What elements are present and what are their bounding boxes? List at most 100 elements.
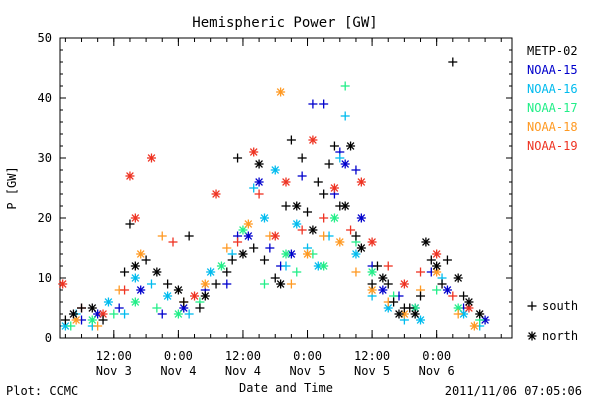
marker-stroke (330, 214, 339, 222)
marker-stroke (384, 304, 393, 312)
x-tick-label: 0:00 (293, 349, 322, 363)
marker-stroke (163, 292, 172, 300)
marker-stroke (136, 286, 145, 294)
data-point-metp-02-south (297, 153, 307, 163)
data-point-noaa-19-south (448, 291, 458, 301)
legend-item-noaa-16: NOAA-16 (527, 82, 578, 96)
marker-stroke (131, 298, 140, 306)
marker-stroke (190, 292, 199, 300)
marker-stroke (255, 178, 263, 186)
marker-stroke (276, 280, 285, 288)
marker-stroke (528, 332, 536, 340)
marker-stroke (341, 202, 350, 210)
data-point-noaa-16-north (103, 297, 113, 307)
legend-item-noaa-19: NOAA-19 (527, 139, 578, 153)
data-point-metp-02-north (378, 273, 388, 283)
data-point-noaa-19-north (125, 171, 135, 181)
legend-item-noaa-15: NOAA-15 (527, 63, 578, 77)
data-point-noaa-16-south (146, 279, 156, 289)
data-point-metp-02-north (152, 267, 162, 277)
x-tick-date-label: Nov 6 (419, 364, 455, 378)
data-point-metp-02-south (303, 207, 313, 217)
data-point-noaa-17-south (66, 321, 76, 331)
marker-stroke (341, 160, 350, 168)
data-point-noaa-19-north (130, 213, 140, 223)
data-point-noaa-18-north (469, 321, 479, 331)
marker-stroke (131, 214, 140, 222)
marker-stroke (217, 262, 226, 270)
data-point-metp-02-south (141, 255, 151, 265)
data-point-metp-02-south (459, 291, 469, 301)
data-point-metp-02-south (227, 255, 237, 265)
data-point-metp-02-south (313, 177, 323, 187)
data-point-metp-02-south (184, 231, 194, 241)
marker-stroke (411, 310, 420, 318)
plot-frame (59, 37, 513, 339)
x-tick-date-label: Nov 4 (160, 364, 196, 378)
data-point-noaa-15-north (356, 213, 366, 223)
data-point-metp-02-south (120, 267, 130, 277)
marker-stroke (400, 280, 409, 288)
data-point-noaa-16-north (206, 267, 216, 277)
data-point-metp-02-south (416, 291, 426, 301)
data-point-metp-02-south (437, 279, 447, 289)
data-point-noaa-19-south (319, 213, 329, 223)
marker-stroke (309, 136, 317, 144)
marker-stroke (357, 244, 366, 252)
data-point-noaa-18-north (136, 249, 146, 259)
data-point-noaa-16-north (351, 249, 361, 259)
marker-stroke (319, 262, 328, 270)
marker-stroke (352, 250, 360, 258)
data-point-noaa-18-south (93, 321, 103, 331)
data-point-noaa-16-north (130, 273, 140, 283)
data-point-noaa-17-south (152, 303, 162, 313)
data-point-noaa-15-south (222, 279, 232, 289)
marker-stroke (368, 268, 376, 276)
data-point-metp-02-south (195, 303, 205, 313)
data-point-metp-02-south (286, 135, 296, 145)
data-point-noaa-17-north (238, 225, 248, 235)
marker-stroke (465, 298, 473, 306)
data-point-metp-02-north (475, 309, 485, 319)
marker-stroke (368, 238, 376, 246)
legend: METP-02 NOAA-15 NOAA-16 NOAA-17 NOAA-18 NOAA-… (527, 44, 578, 343)
x-tick-label: 12:00 (225, 349, 261, 363)
data-point-noaa-19-south (383, 261, 393, 271)
data-point-metp-02-south (270, 273, 280, 283)
marker-stroke (201, 280, 210, 288)
marker-stroke (174, 310, 183, 318)
x-tick-date-label: Nov 3 (96, 364, 132, 378)
legend-marker-label-south: south (542, 299, 578, 313)
marker-stroke (206, 268, 215, 276)
data-point-metp-02-north (346, 141, 356, 151)
data-point-noaa-18-south (222, 243, 232, 253)
data-point-noaa-18-north (303, 249, 313, 259)
data-point-noaa-15-south (297, 171, 307, 181)
data-point-metp-02-south (222, 267, 232, 277)
marker-stroke (470, 322, 479, 330)
data-point-noaa-17-south (340, 81, 350, 91)
x-tick-date-label: Nov 4 (225, 364, 261, 378)
data-point-noaa-19-south (254, 189, 264, 199)
data-point-noaa-16-south (340, 111, 350, 121)
data-point-metp-02-north (173, 285, 183, 295)
footer-credit: Plot: CCMC (6, 384, 78, 398)
data-point-noaa-19-south (233, 237, 243, 247)
marker-stroke (152, 268, 161, 276)
data-point-noaa-18-south (453, 309, 463, 319)
marker-stroke (292, 202, 301, 210)
data-point-noaa-18-north (276, 87, 286, 97)
marker-stroke (346, 142, 355, 150)
marker-stroke (255, 160, 263, 168)
x-tick-label: 0:00 (422, 349, 451, 363)
data-point-noaa-16-north (270, 165, 280, 175)
data-point-metp-02-north (276, 279, 286, 289)
footer-timestamp: 2011/11/06 07:05:06 (445, 384, 582, 398)
data-point-metp-02-south (179, 297, 189, 307)
marker-stroke (330, 184, 339, 192)
data-point-noaa-17-south (259, 279, 269, 289)
data-point-noaa-19-north (356, 177, 366, 187)
data-point-metp-02-south (367, 279, 377, 289)
y-tick-label: 40 (38, 91, 52, 105)
data-point-noaa-19-north (98, 309, 108, 319)
